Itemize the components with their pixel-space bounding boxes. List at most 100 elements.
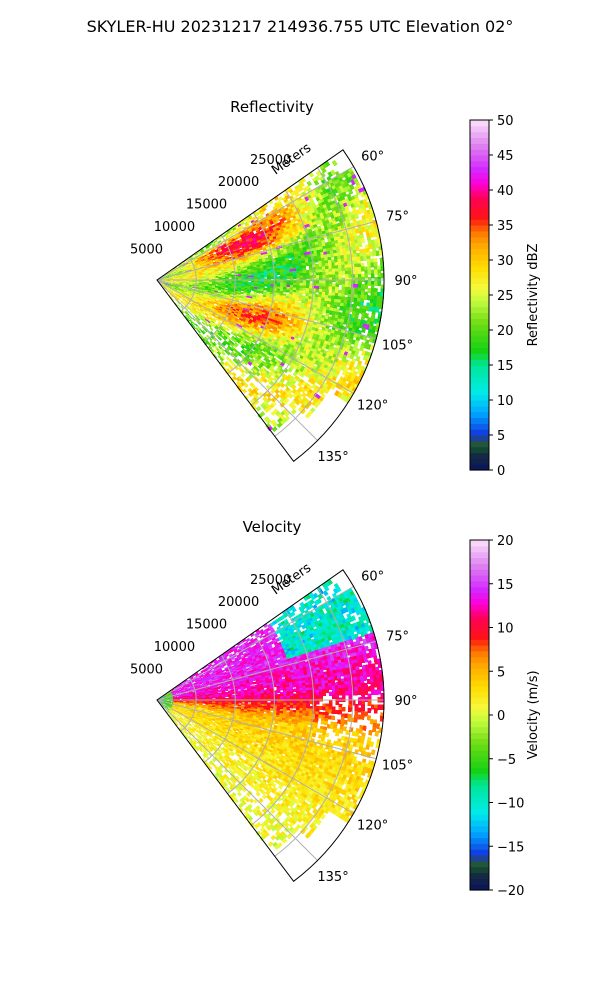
radar-bin <box>162 283 166 287</box>
radar-bin <box>211 307 216 311</box>
radar-bin <box>195 261 200 264</box>
radar-bin <box>237 312 242 316</box>
radar-bin <box>222 313 228 317</box>
radar-bin <box>239 316 244 321</box>
radar-bin <box>185 272 190 274</box>
radar-bin <box>217 289 222 292</box>
radar-bin <box>199 294 204 297</box>
radar-bin <box>223 312 228 316</box>
radar-bin <box>174 287 179 290</box>
radar-bin <box>165 289 168 294</box>
radar-bin <box>215 297 220 301</box>
radar-bin <box>221 309 226 313</box>
radar-bin <box>212 261 217 264</box>
radar-bin <box>196 264 201 267</box>
radar-bin <box>214 308 219 312</box>
radar-bin <box>227 317 233 322</box>
radar-bin <box>195 296 200 299</box>
radar-bin <box>213 246 218 250</box>
radar-bin <box>169 289 174 292</box>
radar-bin <box>207 342 212 347</box>
radar-bin <box>194 305 199 309</box>
radar-bin <box>219 250 224 254</box>
radar-bin <box>217 301 222 305</box>
radar-bin <box>202 260 206 263</box>
radar-bin <box>176 276 180 278</box>
radar-bin <box>225 249 230 253</box>
radar-bin <box>185 262 190 266</box>
radar-bin <box>184 302 188 306</box>
radar-bin <box>211 313 216 318</box>
radar-bin <box>199 248 204 252</box>
radar-bin <box>173 267 177 270</box>
radar-bin <box>201 311 205 316</box>
radar-bin <box>191 270 196 272</box>
radar-bin <box>232 241 237 245</box>
radar-bin <box>180 291 184 294</box>
radar-bin <box>206 321 211 325</box>
radar-bin <box>239 226 244 231</box>
radar-bin <box>185 262 190 265</box>
radar-bin <box>200 265 205 268</box>
radar-bin <box>187 313 191 317</box>
radar-bin <box>208 243 213 247</box>
radar-bin <box>180 296 185 300</box>
radar-bin <box>199 254 204 258</box>
radar-bin <box>161 284 165 287</box>
radar-bin <box>161 284 165 287</box>
radar-bin <box>205 296 210 300</box>
radar-bin <box>174 269 178 272</box>
radar-bin <box>225 307 230 311</box>
radar-bin <box>168 284 173 287</box>
radar-bin <box>224 286 229 289</box>
radar-bin <box>206 302 211 305</box>
radar-bin <box>226 336 232 341</box>
radar-bin <box>204 244 209 248</box>
radar-bin <box>194 323 199 328</box>
radar-bin <box>184 296 189 300</box>
panel-title: Reflectivity <box>230 98 314 116</box>
radar-bin <box>197 305 202 309</box>
radar-bin <box>211 319 216 324</box>
radar-bin <box>178 293 183 297</box>
radar-bin <box>213 254 218 258</box>
radar-bin <box>194 298 199 302</box>
radar-bin <box>174 302 178 307</box>
radar-bin <box>176 297 180 301</box>
radar-bin <box>198 310 203 314</box>
radar-bin <box>208 251 213 255</box>
radar-bin <box>185 284 190 286</box>
radar-bin <box>180 289 185 292</box>
radar-bin <box>198 259 202 262</box>
radar-bin <box>232 227 237 232</box>
radar-bin <box>187 316 192 321</box>
radar-bin <box>165 284 170 286</box>
radar-bin <box>219 306 224 310</box>
radar-bin <box>182 264 187 267</box>
radar-bin <box>217 255 222 258</box>
radar-bin <box>206 263 211 266</box>
radar-bin <box>189 263 194 267</box>
radar-bin <box>227 254 232 257</box>
radar-bin <box>215 236 220 241</box>
figure-title: SKYLER-HU 20231217 214936.755 UTC Elevat… <box>87 17 514 36</box>
radar-bin <box>212 317 217 322</box>
radar-bin <box>221 326 227 331</box>
radar-bin <box>196 312 201 317</box>
radar-bin <box>236 315 241 319</box>
radar-bin <box>171 292 175 296</box>
radar-bin <box>186 317 190 322</box>
radar-bin <box>195 296 200 300</box>
radar-bin <box>178 272 183 274</box>
radar-bin <box>180 290 185 293</box>
radar-bin <box>173 277 177 279</box>
radar-bin <box>174 269 178 272</box>
radar-bin <box>198 314 203 319</box>
radar-bin <box>175 271 179 274</box>
radar-bin <box>244 242 249 247</box>
radar-bin <box>218 321 223 325</box>
radar-bin <box>221 315 226 320</box>
radar-bin <box>209 260 213 263</box>
radar-bin <box>201 306 205 310</box>
radar-bin <box>163 276 167 278</box>
